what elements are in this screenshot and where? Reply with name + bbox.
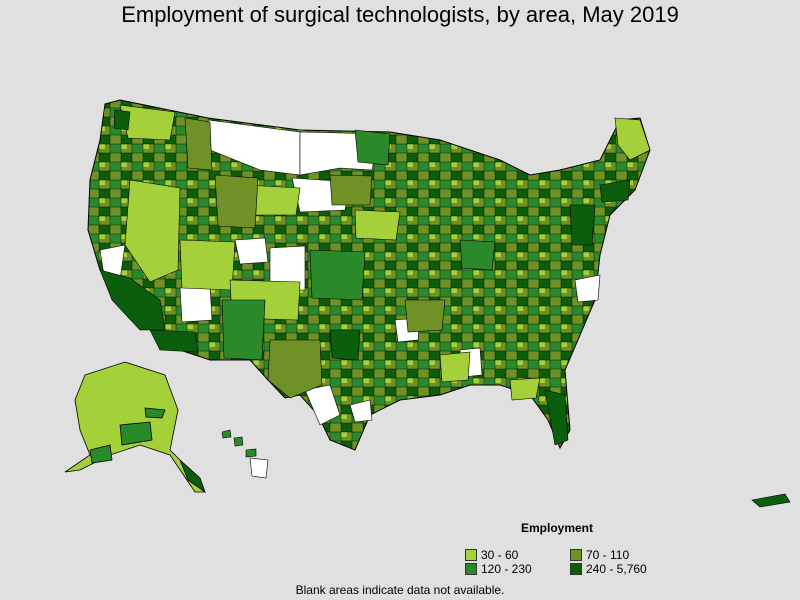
legend-label: 30 - 60 — [481, 548, 519, 562]
alaska — [64, 361, 206, 494]
legend-swatch — [465, 549, 477, 561]
map-title: Employment of surgical technologists, by… — [121, 2, 679, 27]
legend-swatch — [570, 563, 582, 575]
legend-title: Employment — [521, 521, 594, 535]
hawaii — [221, 429, 269, 479]
legend-label: 240 - 5,760 — [586, 562, 647, 576]
footnote: Blank areas indicate data not available. — [295, 583, 505, 597]
legend-label: 70 - 110 — [586, 548, 630, 562]
legend-item-30-60: 30 - 60 — [465, 548, 518, 562]
legend-swatch — [465, 563, 477, 575]
medium-green-areas — [184, 117, 446, 399]
legend-item-120-230: 120 - 230 — [465, 562, 532, 576]
legend-item-70-110: 70 - 110 — [570, 548, 629, 562]
legend-swatch — [570, 549, 582, 561]
legend-label: 120 - 230 — [481, 562, 532, 576]
puerto-rico — [751, 493, 791, 508]
green-areas — [221, 129, 496, 361]
dark-green-areas — [99, 109, 631, 446]
legend-item-240-5760: 240 - 5,760 — [570, 562, 647, 576]
